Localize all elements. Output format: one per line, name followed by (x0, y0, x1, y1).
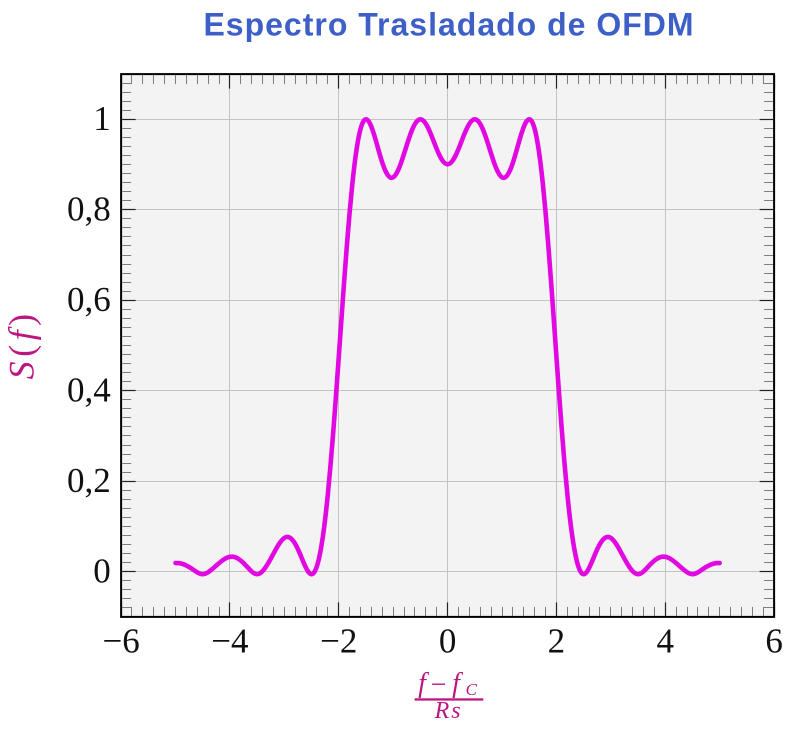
svg-text:0,2: 0,2 (67, 461, 111, 500)
svg-text:−2: −2 (320, 621, 357, 660)
svg-text:f: f (452, 668, 463, 699)
svg-text:4: 4 (657, 621, 675, 660)
svg-text:−6: −6 (102, 621, 139, 660)
svg-text:0,6: 0,6 (67, 280, 111, 319)
svg-text:Rs: Rs (434, 698, 463, 724)
svg-text:0: 0 (439, 621, 457, 660)
svg-text:S(f): S(f) (2, 309, 42, 379)
svg-text:Espectro Trasladado de OFDM: Espectro Trasladado de OFDM (203, 6, 694, 42)
svg-text:C: C (466, 680, 478, 699)
svg-text:6: 6 (765, 621, 783, 660)
svg-text:2: 2 (548, 621, 566, 660)
svg-text:f: f (418, 668, 429, 699)
svg-text:−: − (431, 670, 447, 701)
svg-text:0,4: 0,4 (67, 371, 111, 410)
svg-text:0,8: 0,8 (67, 190, 111, 229)
svg-text:0: 0 (93, 552, 111, 591)
svg-text:1: 1 (93, 99, 111, 138)
svg-text:−4: −4 (211, 621, 248, 660)
